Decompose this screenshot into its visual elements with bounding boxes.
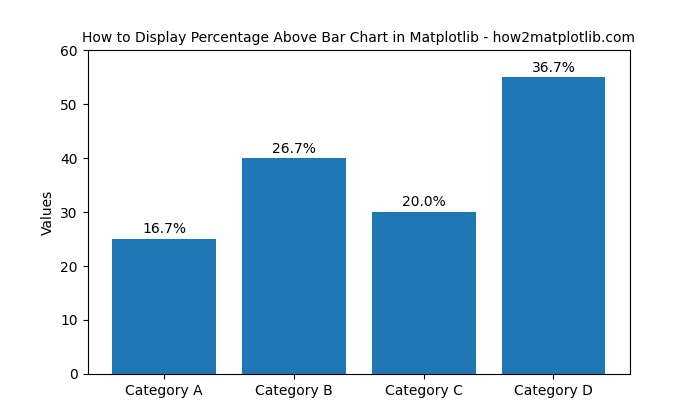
Bar — [372, 212, 475, 374]
Bar — [112, 239, 216, 374]
Y-axis label: Values: Values — [41, 189, 55, 235]
Text: 26.7%: 26.7% — [272, 142, 316, 155]
Bar — [501, 77, 606, 374]
Title: How to Display Percentage Above Bar Chart in Matplotlib - how2matplotlib.com: How to Display Percentage Above Bar Char… — [83, 31, 636, 45]
Text: 20.0%: 20.0% — [402, 195, 445, 210]
Bar — [242, 158, 346, 374]
Text: 36.7%: 36.7% — [531, 60, 575, 75]
Text: 16.7%: 16.7% — [142, 222, 186, 236]
